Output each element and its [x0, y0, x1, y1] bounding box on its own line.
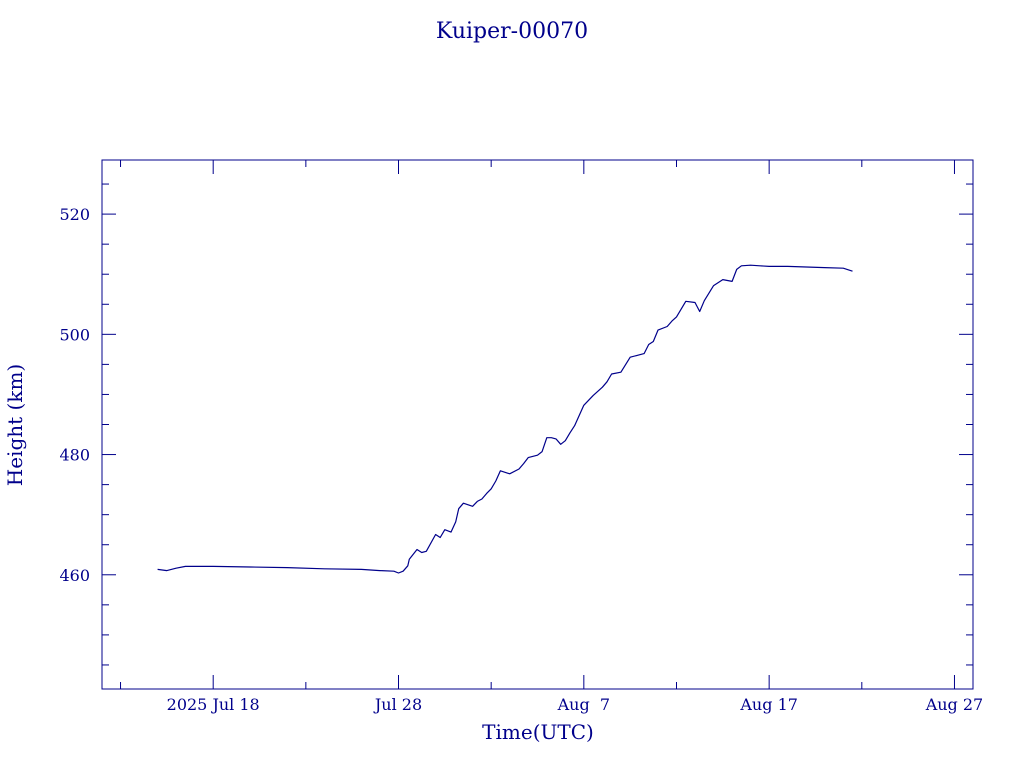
series-layer [157, 264, 853, 574]
x-tick-label: Aug 27 [925, 695, 984, 714]
y-tick-label: 480 [59, 446, 90, 465]
y-tick-label: 520 [59, 205, 90, 224]
x-tick-label: Jul 28 [373, 695, 422, 714]
x-axis-label: Time(UTC) [482, 720, 594, 744]
y-tick-label: 500 [59, 325, 90, 344]
x-axis-ticks: 2025 Jul 18 Jul 28 Aug 7 Aug 17 Aug 27 [120, 160, 984, 714]
y-tick-label: 460 [59, 566, 90, 585]
height-series-line [157, 264, 853, 574]
y-axis-label: Height (km) [3, 364, 27, 486]
x-tick-label: Aug 17 [739, 695, 798, 714]
plot-frame [101, 159, 974, 690]
x-tick-label: Aug 7 [557, 695, 610, 714]
chart-title: Kuiper-00070 [436, 19, 588, 44]
y-axis-ticks: 460 480 500 520 [59, 183, 973, 666]
x-tick-label: 2025 Jul 18 [167, 695, 260, 714]
